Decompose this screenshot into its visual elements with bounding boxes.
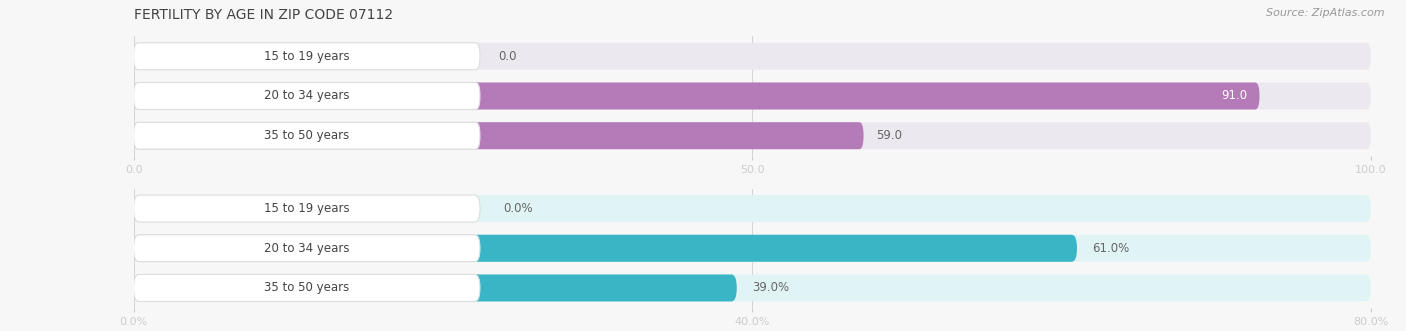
Text: 35 to 50 years: 35 to 50 years: [264, 281, 350, 295]
FancyBboxPatch shape: [134, 235, 479, 262]
Text: 39.0%: 39.0%: [752, 281, 789, 295]
FancyBboxPatch shape: [134, 122, 1371, 149]
Text: 0.0: 0.0: [499, 50, 517, 63]
Text: FERTILITY BY AGE IN ZIP CODE 07112: FERTILITY BY AGE IN ZIP CODE 07112: [134, 8, 392, 22]
Text: 35 to 50 years: 35 to 50 years: [264, 129, 350, 142]
Text: 20 to 34 years: 20 to 34 years: [264, 242, 350, 255]
FancyBboxPatch shape: [134, 82, 1260, 110]
Text: 20 to 34 years: 20 to 34 years: [264, 89, 350, 103]
FancyBboxPatch shape: [134, 274, 737, 302]
Text: Source: ZipAtlas.com: Source: ZipAtlas.com: [1267, 8, 1385, 18]
FancyBboxPatch shape: [134, 122, 863, 149]
Text: 59.0: 59.0: [876, 129, 901, 142]
Text: 15 to 19 years: 15 to 19 years: [264, 202, 350, 215]
FancyBboxPatch shape: [134, 274, 1371, 302]
Text: 15 to 19 years: 15 to 19 years: [264, 50, 350, 63]
FancyBboxPatch shape: [134, 43, 1371, 70]
FancyBboxPatch shape: [134, 274, 479, 302]
FancyBboxPatch shape: [134, 82, 1371, 110]
FancyBboxPatch shape: [134, 43, 479, 70]
FancyBboxPatch shape: [134, 195, 1371, 222]
FancyBboxPatch shape: [134, 122, 479, 149]
FancyBboxPatch shape: [134, 235, 1371, 262]
Text: 0.0%: 0.0%: [503, 202, 533, 215]
FancyBboxPatch shape: [134, 195, 479, 222]
FancyBboxPatch shape: [134, 82, 479, 110]
Text: 91.0: 91.0: [1220, 89, 1247, 103]
Text: 61.0%: 61.0%: [1092, 242, 1129, 255]
FancyBboxPatch shape: [134, 235, 1077, 262]
